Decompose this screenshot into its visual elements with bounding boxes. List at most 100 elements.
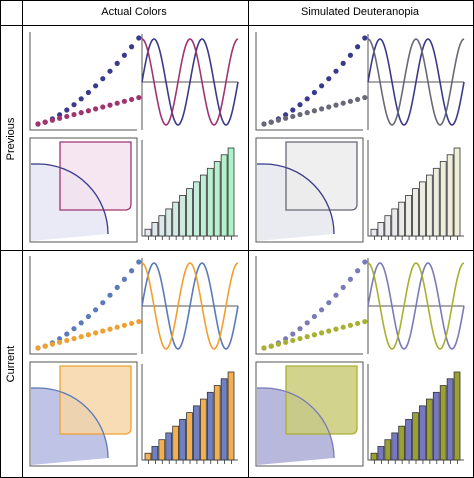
- scatter-point: [297, 111, 303, 118]
- scatter-point: [311, 89, 317, 96]
- rounded-square-outline: [285, 365, 358, 435]
- scatter-point: [340, 284, 346, 290]
- scatter-point: [290, 107, 296, 113]
- bar: [405, 418, 412, 461]
- scatter-point: [268, 119, 274, 125]
- scatter-point: [355, 268, 361, 274]
- scatter-point: [326, 104, 332, 110]
- shapes-frame: [29, 361, 138, 467]
- scatter-point: [107, 102, 113, 108]
- bar: [405, 194, 412, 237]
- scatter-point: [319, 83, 325, 89]
- scatter-point: [42, 119, 48, 125]
- scatter-point: [304, 334, 310, 340]
- scatter-point: [355, 44, 361, 50]
- scatter-point: [283, 115, 289, 121]
- scatter-point: [35, 121, 41, 127]
- scatter-point: [49, 341, 56, 347]
- scatter-point: [290, 331, 296, 337]
- sine-curve: [141, 262, 239, 350]
- sine-curve: [367, 262, 465, 350]
- shapes-frame: [29, 137, 138, 243]
- bar: [439, 161, 447, 237]
- bar: [432, 167, 440, 237]
- scatter-point: [304, 320, 310, 326]
- bar: [199, 174, 207, 237]
- scatter-panel-previous-actual: [29, 32, 142, 131]
- quarter-circle-outline: [263, 387, 335, 459]
- scatter-point: [107, 292, 113, 298]
- bar: [391, 208, 399, 237]
- scatter-point: [275, 341, 281, 347]
- bar: [193, 405, 200, 461]
- row-label-current: Current: [5, 345, 17, 383]
- scatter-point: [100, 300, 106, 306]
- scatter-point: [362, 35, 368, 41]
- scatter-point: [114, 100, 120, 106]
- cosine-curve: [367, 38, 465, 126]
- scatter-point: [78, 96, 84, 102]
- bar: [158, 215, 166, 237]
- bar: [412, 188, 419, 237]
- scatter-point: [100, 76, 106, 82]
- rounded-square-fill: [60, 142, 131, 210]
- bar: [151, 222, 159, 237]
- scatter-point: [333, 292, 339, 298]
- scatter-point: [261, 345, 267, 351]
- cosine-curve: [367, 262, 465, 350]
- bar: [165, 208, 173, 237]
- bar-panel-previous-actual: [141, 140, 238, 240]
- bar: [384, 215, 392, 237]
- scatter-panel-current-deuteranopia: [255, 256, 368, 355]
- scatter-point: [326, 76, 332, 82]
- scatter-point: [64, 107, 70, 113]
- shapes-panel-current-actual: [29, 361, 138, 467]
- scatter-point: [311, 332, 317, 338]
- bar: [220, 154, 228, 237]
- cosine-curve: [141, 262, 239, 350]
- wave-panel-current-deuteranopia: [367, 258, 465, 354]
- scatter-point: [304, 110, 310, 116]
- scatter-point: [85, 89, 91, 96]
- scatter-point: [362, 94, 368, 101]
- scatter-point: [333, 102, 339, 108]
- shapes-frame: [255, 361, 364, 467]
- bar: [144, 452, 152, 461]
- bar: [206, 391, 214, 461]
- scatter-point: [114, 324, 120, 330]
- column-header-actual-colors: Actual Colors: [101, 6, 167, 18]
- scatter-point: [275, 117, 281, 123]
- bar: [425, 398, 433, 461]
- scatter-point: [362, 259, 368, 265]
- scatter-point: [78, 334, 84, 340]
- scatter-point: [283, 339, 289, 345]
- rounded-square-outline: [59, 365, 132, 435]
- scatter-point: [319, 330, 325, 336]
- bar: [186, 412, 193, 461]
- bar: [377, 446, 385, 461]
- scatter-point: [93, 106, 99, 112]
- bar: [165, 432, 173, 461]
- bar: [419, 181, 426, 237]
- scatter-point: [311, 108, 317, 114]
- scatter-point: [114, 60, 120, 66]
- bar: [151, 446, 159, 461]
- bar: [384, 439, 392, 461]
- scatter-point: [85, 313, 91, 320]
- scatter-point: [93, 83, 99, 89]
- scatter-point: [64, 337, 70, 344]
- scatter-point: [355, 320, 361, 327]
- scatter-point: [333, 326, 339, 332]
- scatter-point: [107, 68, 113, 74]
- sine-curve: [141, 38, 239, 126]
- scatter-point: [304, 96, 310, 102]
- scatter-point: [93, 307, 99, 313]
- scatter-point: [268, 343, 274, 349]
- bar: [446, 378, 454, 461]
- scatter-axes: [29, 32, 137, 131]
- rounded-square-fill: [286, 366, 357, 434]
- scatter-point: [129, 44, 135, 50]
- scatter-point: [326, 300, 332, 306]
- rounded-square-outline: [285, 141, 358, 211]
- bar: [172, 201, 180, 237]
